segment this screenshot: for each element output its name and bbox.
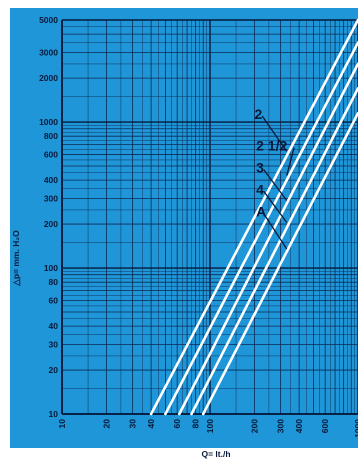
y-tick-label: 20 — [49, 365, 59, 375]
y-tick-label: 800 — [44, 131, 58, 141]
y-tick-label: 10 — [49, 409, 59, 419]
tick-labels: 10 20 30 40 60 80 100 200 300 400 600 800 1000 2000 30… — [39, 15, 358, 438]
x-tick-label: 60 — [172, 419, 182, 429]
series-group — [149, 18, 358, 416]
series-line-2 — [164, 41, 358, 416]
leader-line-1 — [261, 115, 288, 152]
y-axis-title: △p= mm. H₂O — [11, 230, 21, 287]
grid — [61, 19, 358, 415]
leader-line-3 — [263, 169, 288, 201]
y-tick-label: 100 — [44, 263, 58, 273]
curve-label-5: A — [256, 204, 266, 220]
series-line-1 — [149, 18, 358, 416]
annotations: 2 2 1/2 3 4 A — [255, 106, 295, 250]
y-tick-label: 300 — [44, 193, 58, 203]
x-tick-label: 10 — [57, 419, 67, 429]
y-tick-label: 600 — [44, 149, 58, 159]
x-tick-label: 300 — [276, 419, 286, 433]
x-tick-label: 400 — [294, 419, 304, 433]
y-tick-label: 200 — [44, 219, 58, 229]
series-line-3 — [178, 62, 358, 416]
y-tick-label: 5000 — [39, 15, 58, 25]
x-tick-label: 1000 — [353, 419, 358, 438]
x-tick-label: 40 — [146, 419, 156, 429]
curve-label-3: 3 — [256, 160, 264, 176]
curve-label-1: 2 — [255, 106, 263, 122]
y-tick-label: 1000 — [39, 117, 58, 127]
leader-line-4 — [263, 190, 288, 223]
x-tick-label: 100 — [205, 419, 215, 433]
y-tick-label: 2000 — [39, 73, 58, 83]
leader-line-5 — [263, 213, 288, 250]
y-tick-label: 40 — [49, 321, 59, 331]
series-line-5 — [201, 111, 358, 416]
curve-label-4: 4 — [256, 181, 264, 197]
x-tick-label: 80 — [191, 419, 201, 429]
y-tick-label: 80 — [49, 277, 59, 287]
y-tick-label: 60 — [49, 295, 59, 305]
x-axis-title: Q= lt./h — [201, 449, 230, 459]
x-tick-label: 600 — [320, 419, 330, 433]
series-line-4 — [190, 87, 358, 416]
leader-line-2 — [286, 147, 295, 176]
x-tick-label: 20 — [102, 419, 112, 429]
y-tick-label: 30 — [49, 339, 59, 349]
y-tick-label: 400 — [44, 175, 58, 185]
y-tick-label: 3000 — [39, 47, 58, 57]
x-tick-label: 200 — [250, 419, 260, 433]
x-tick-label: 30 — [128, 419, 138, 429]
curve-label-2: 2 1/2 — [256, 137, 287, 153]
